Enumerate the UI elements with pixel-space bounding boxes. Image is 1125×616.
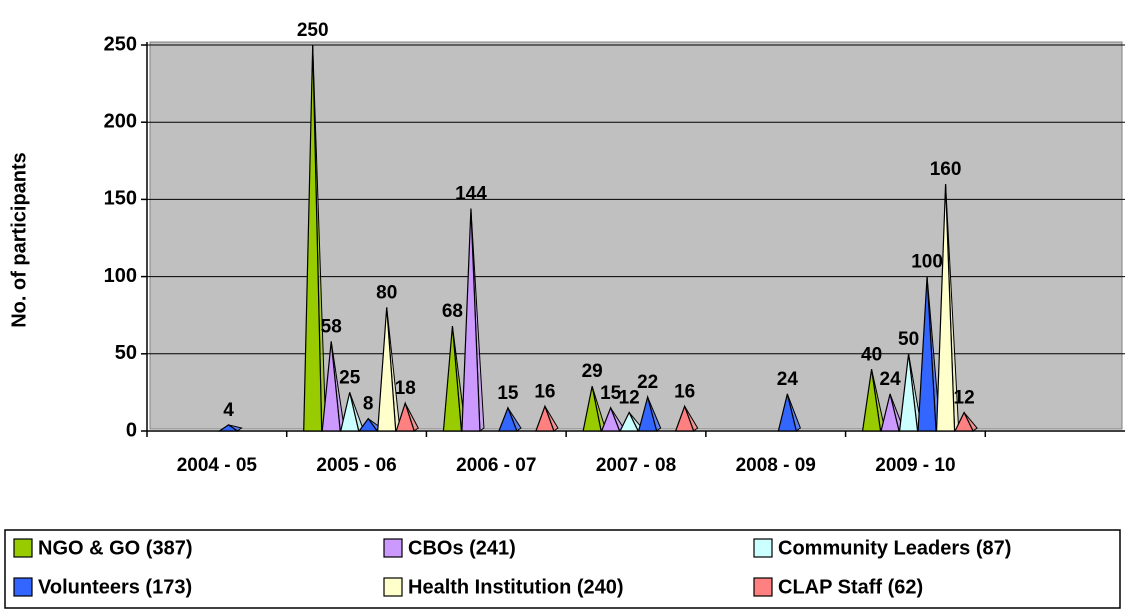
data-label: 250	[297, 20, 329, 41]
pyramid	[582, 386, 602, 432]
legend-label: CBOs (241)	[408, 537, 516, 559]
data-label: 4	[223, 400, 234, 421]
legend-swatch	[13, 538, 33, 558]
x-tick-label: 2004 - 05	[177, 455, 258, 476]
legend-label: CLAP Staff (62)	[778, 576, 923, 598]
legend-label: Volunteers (173)	[38, 576, 192, 598]
y-tick-label: 0	[126, 419, 137, 441]
data-label: 15	[497, 383, 519, 404]
pyramid	[321, 341, 341, 432]
y-tick-label: 50	[115, 342, 137, 364]
data-label: 40	[861, 344, 882, 365]
data-label: 18	[395, 378, 416, 399]
legend-label: NGO & GO (387)	[38, 537, 192, 559]
data-label: 80	[376, 282, 397, 303]
pyramid	[861, 369, 882, 432]
x-tick-label: 2009 - 10	[875, 455, 955, 476]
pyramid	[339, 392, 360, 432]
legend-swatch	[383, 538, 403, 558]
y-tick-label: 150	[104, 188, 137, 210]
pyramid	[600, 406, 621, 432]
y-axis-title: No. of participants	[8, 152, 30, 328]
pyramid	[442, 325, 463, 432]
pyramid	[377, 307, 397, 432]
data-label: 160	[930, 159, 962, 180]
pyramid	[498, 406, 518, 432]
data-label: 24	[880, 369, 902, 390]
pyramid	[880, 393, 900, 432]
legend-swatch	[383, 577, 403, 597]
pyramid	[674, 404, 695, 432]
data-label: 68	[442, 301, 463, 322]
data-label: 24	[777, 369, 799, 390]
x-tick-label: 2008 - 09	[736, 455, 816, 476]
legend-label: Health Institution (240)	[408, 576, 624, 598]
x-tick-label: 2007 - 08	[596, 455, 676, 476]
data-label: 12	[619, 387, 640, 408]
pyramid	[637, 394, 658, 432]
legend-swatch	[753, 538, 773, 558]
data-label: 8	[363, 394, 374, 415]
data-label: 15	[600, 383, 622, 404]
pyramid	[535, 404, 555, 432]
data-label: 12	[954, 387, 975, 408]
pyramid	[461, 208, 481, 432]
data-label: 29	[582, 361, 603, 382]
pyramid	[777, 393, 798, 432]
pyramid	[954, 411, 975, 432]
pyramid	[898, 353, 919, 432]
plot-wall	[149, 41, 1123, 430]
pyramid	[619, 411, 640, 432]
pyramid	[217, 424, 240, 432]
legend-label: Community Leaders (87)	[778, 537, 1011, 559]
y-tick-label: 100	[104, 265, 137, 287]
data-label: 58	[321, 316, 342, 337]
x-tick-label: 2005 - 06	[316, 455, 396, 476]
data-label: 144	[455, 184, 487, 205]
legend	[4, 529, 1121, 609]
legend-swatch	[13, 577, 33, 597]
pyramid	[935, 183, 956, 432]
y-tick-label: 250	[104, 33, 137, 55]
pyramid	[395, 401, 416, 432]
pyramid	[303, 44, 323, 432]
data-label: 22	[637, 372, 658, 393]
pyramid	[917, 276, 937, 432]
data-label: 100	[911, 252, 943, 273]
pyramid	[358, 417, 379, 432]
data-label: 50	[898, 329, 919, 350]
legend-swatch	[753, 577, 773, 597]
x-tick-label: 2006 - 07	[456, 455, 536, 476]
data-label: 16	[674, 381, 695, 402]
data-label: 25	[339, 367, 361, 388]
y-tick-label: 200	[104, 110, 137, 132]
data-label: 16	[534, 381, 555, 402]
